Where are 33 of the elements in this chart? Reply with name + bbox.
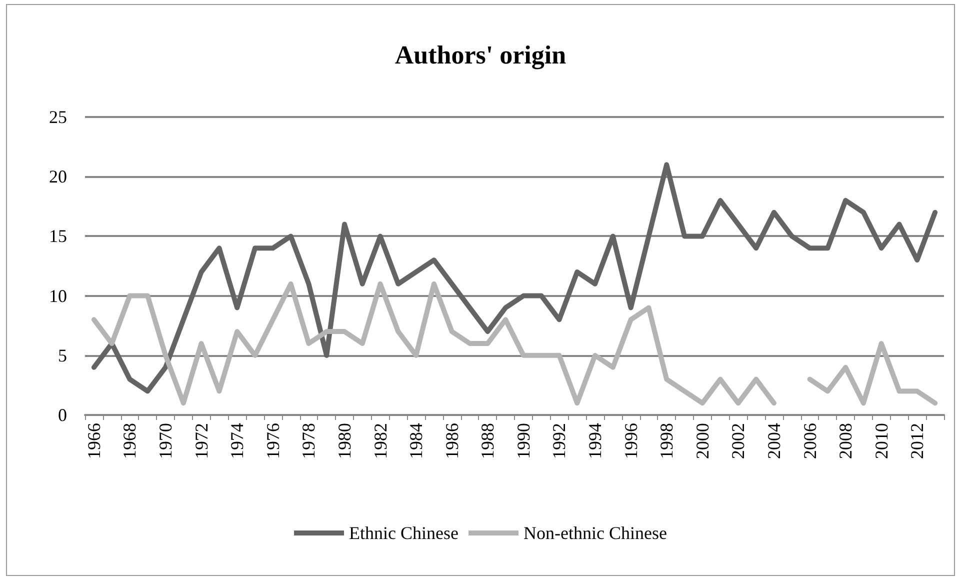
x-tick-label: 1994 — [585, 423, 606, 459]
legend-label: Non-ethnic Chinese — [524, 523, 667, 543]
x-tick-label: 1992 — [549, 423, 570, 459]
x-tick-label: 1990 — [513, 423, 534, 459]
x-tick-label: 1972 — [191, 423, 212, 459]
y-tick-label: 15 — [49, 226, 67, 246]
chart-title: Authors' origin — [394, 40, 567, 70]
x-tick-label: 2002 — [728, 423, 748, 459]
x-tick-label: 2010 — [871, 423, 892, 459]
x-tick-label: 1968 — [120, 423, 140, 459]
x-tick-label: 1982 — [370, 423, 390, 459]
y-tick-label: 20 — [49, 166, 67, 187]
x-tick-label: 2012 — [907, 423, 928, 459]
y-tick-label: 5 — [58, 345, 67, 366]
legend-label: Ethnic Chinese — [349, 523, 459, 543]
x-tick-label: 1978 — [298, 423, 319, 459]
x-tick-label: 1974 — [227, 423, 248, 459]
y-tick-label: 25 — [49, 107, 67, 127]
x-tick-label: 1970 — [156, 423, 176, 459]
x-tick-label: 1998 — [656, 423, 677, 459]
y-tick-label: 10 — [49, 286, 67, 306]
x-tick-label: 1986 — [442, 423, 462, 459]
x-tick-label: 2006 — [800, 423, 820, 459]
x-tick-label: 1988 — [478, 423, 498, 459]
x-tick-label: 2004 — [764, 423, 784, 459]
x-tick-label: 2008 — [836, 423, 856, 459]
y-tick-label: 0 — [58, 405, 67, 425]
x-tick-label: 1984 — [406, 423, 426, 459]
x-tick-label: 1980 — [334, 423, 354, 459]
x-tick-label: 1976 — [262, 423, 283, 459]
x-tick-label: 2000 — [692, 423, 712, 459]
x-tick-label: 1996 — [620, 423, 641, 459]
x-tick-label: 1966 — [84, 423, 104, 459]
